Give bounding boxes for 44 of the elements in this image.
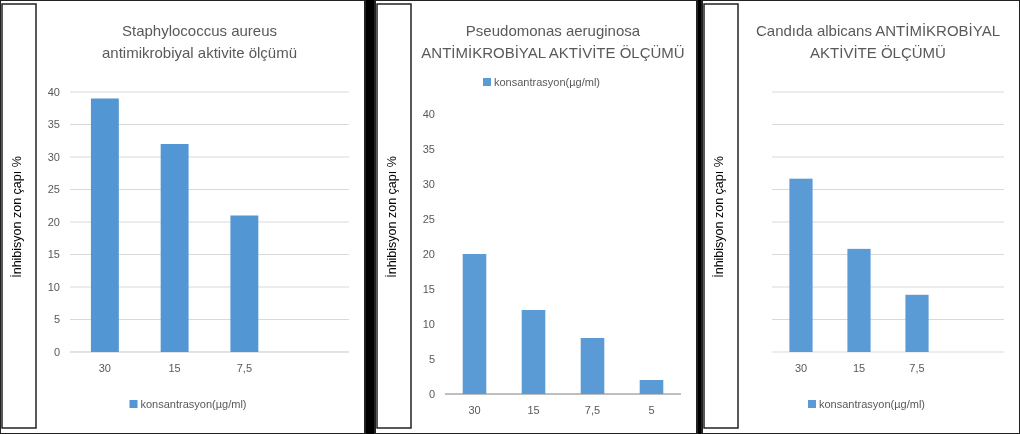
y-tick-label: 20 xyxy=(47,215,60,228)
y-tick-label: 40 xyxy=(422,107,435,120)
x-tick-label: 15 xyxy=(852,362,866,374)
y-tick-label: 15 xyxy=(422,282,435,295)
y-axis-title: İnhibisyon zon çapı % xyxy=(10,156,24,278)
y-tick-label: 10 xyxy=(422,317,435,330)
y-tick-label: 5 xyxy=(428,352,435,365)
bar xyxy=(90,98,119,352)
legend-label: konsantrasyon(µg/ml) xyxy=(819,398,925,410)
y-tick-label: 35 xyxy=(47,118,60,131)
chart-title: Staphylococcus aureus antimikrobiyal aktivite ölçümü xyxy=(101,22,298,61)
chart-title: Candıda albicans ANTİMİKROBİYAL AKTİVİTE ÖLÇÜMÜ xyxy=(756,22,1000,61)
y-tick-label: 25 xyxy=(47,183,60,196)
bar xyxy=(230,215,259,352)
y-tick-label: 10 xyxy=(47,280,60,293)
x-tick-label: 7,5 xyxy=(236,362,253,374)
bar xyxy=(462,254,487,394)
x-tick-label: 5 xyxy=(648,404,655,416)
bar xyxy=(521,310,546,394)
bar xyxy=(160,144,189,352)
y-tick-label: 5 xyxy=(53,313,60,326)
y-tick-label: 20 xyxy=(422,247,435,260)
y-tick-label: 40 xyxy=(47,85,60,98)
y-tick-label: 25 xyxy=(422,212,435,225)
y-tick-label: 30 xyxy=(47,150,60,163)
y-tick-label: 35 xyxy=(422,142,435,155)
x-tick-label: 30 xyxy=(794,362,808,374)
y-axis-title: İnhibisyon zon çapı % xyxy=(385,156,399,278)
x-tick-label: 7,5 xyxy=(909,362,925,374)
bar xyxy=(580,338,605,394)
legend-label: konsantrasyon(µg/ml) xyxy=(140,398,247,410)
x-tick-label: 15 xyxy=(527,404,540,416)
x-tick-label: 30 xyxy=(468,404,481,416)
bar xyxy=(639,380,664,394)
y-tick-label: 30 xyxy=(422,177,435,190)
y-axis-title: İnhibisyon zon çapı % xyxy=(712,156,726,278)
x-tick-label: 7,5 xyxy=(584,404,601,416)
y-tick-label: 0 xyxy=(53,345,60,358)
chart-title: Pseudomonas aeruginosa ANTİMİKROBİYAL AKTİVİTE ÖLÇÜMÜ xyxy=(421,22,685,61)
y-tick-label: 15 xyxy=(47,248,60,261)
x-tick-label: 30 xyxy=(98,362,111,374)
legend-label: konsantrasyon(µg/ml) xyxy=(494,76,600,88)
x-tick-label: 15 xyxy=(168,362,181,374)
y-tick-label: 0 xyxy=(428,387,435,400)
